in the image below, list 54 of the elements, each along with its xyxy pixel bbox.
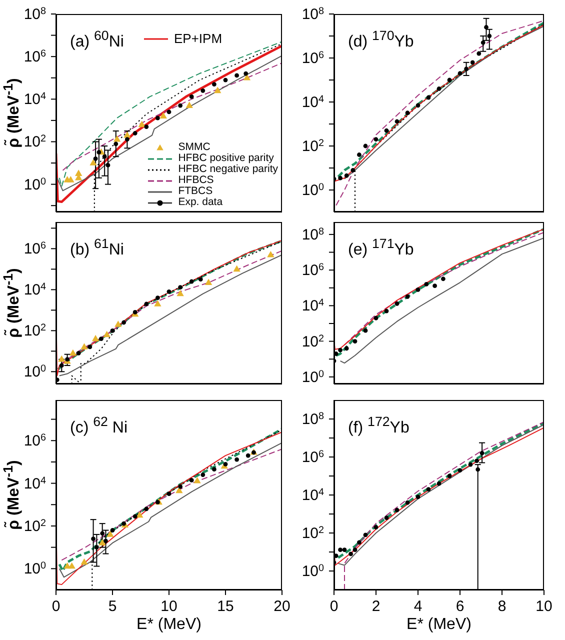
text: (d) $^{170}$Yb	[348, 28, 414, 52]
x-tick-label: 6	[456, 598, 464, 615]
x-tick-label: 0	[52, 598, 60, 615]
x-tick-label: 0	[330, 598, 338, 615]
y-tick-label: 10$^{0}$	[24, 176, 46, 194]
y-tick-label: 10$^{0}$	[24, 560, 46, 578]
y-tick-label: 10$^{6}$	[24, 48, 46, 66]
y-tick-label: 10$^{2}$	[24, 517, 46, 535]
y-tick-label: 10$^{4}$	[24, 90, 46, 108]
y-tick-label: 10$^{0}$	[24, 363, 46, 381]
x-tick-label: 10	[160, 598, 178, 615]
legend-label: HFBCS	[178, 174, 214, 186]
x-tick-label: 4	[414, 598, 422, 615]
x-tick-label: 15	[217, 598, 234, 615]
x-tick-label: 20	[274, 598, 290, 615]
text: (a) $^{60}$Ni	[70, 28, 124, 52]
y-tick-label: 10$^{4}$	[24, 474, 46, 492]
legend-label: HFBC positive parity	[178, 152, 274, 164]
x-tick-label: 10	[536, 598, 552, 615]
y-tick-label: 10$^{2}$	[302, 332, 324, 350]
legend-label: EP+IPM	[174, 31, 222, 46]
text: (b) $^{61}$Ni	[70, 236, 124, 260]
y-tick-label: 10$^{4}$	[24, 281, 46, 299]
y-tick-label: 10$^{6}$	[302, 50, 324, 67]
y-tick-label: 10$^{6}$	[302, 262, 324, 280]
text: (c) $^{62}$ Ni	[70, 414, 128, 438]
x-tick-label: 2	[372, 598, 380, 615]
legend-label: SMMC	[178, 141, 210, 153]
legend-label: FTBCS	[178, 185, 213, 197]
y-tick-label: 10$^{0}$	[302, 182, 324, 199]
y-tick-label: 10$^{6}$	[24, 432, 46, 450]
x-axis-title: E* (MeV)	[136, 616, 202, 634]
x-axis-title: E* (MeV)	[406, 616, 472, 634]
x-tick-label: 8	[498, 598, 506, 615]
legend-label: HFBC negative parity	[178, 163, 278, 175]
x-tick-label: 5	[108, 598, 117, 615]
y-tick-label: 10$^{6}$	[302, 448, 324, 466]
y-tick-label: 10$^{4}$	[302, 486, 324, 504]
y-tick-label: 10$^{8}$	[302, 410, 324, 428]
legend-label: Exp. data	[178, 196, 223, 208]
y-tick-label: 10$^{2}$	[302, 138, 324, 155]
y-tick-label: 10$^{2}$	[24, 133, 46, 151]
y-tick-label: 10$^{8}$	[24, 6, 46, 23]
y-tick-label: 10$^{8}$	[302, 226, 324, 244]
text: (f) $^{172}$Yb	[348, 414, 410, 438]
y-tick-label: 10$^{2}$	[302, 524, 324, 542]
y-tick-label: 10$^{0}$	[302, 368, 324, 386]
text: (e) $^{171}$Yb	[348, 236, 414, 260]
y-tick-label: 10$^{8}$	[302, 6, 324, 23]
y-tick-label: 10$^{4}$	[302, 297, 324, 315]
y-tick-label: 10$^{6}$	[24, 240, 46, 258]
y-tick-label: 10$^{2}$	[24, 322, 46, 340]
y-tick-label: 10$^{0}$	[302, 562, 324, 580]
y-tick-label: 10$^{4}$	[302, 94, 324, 111]
